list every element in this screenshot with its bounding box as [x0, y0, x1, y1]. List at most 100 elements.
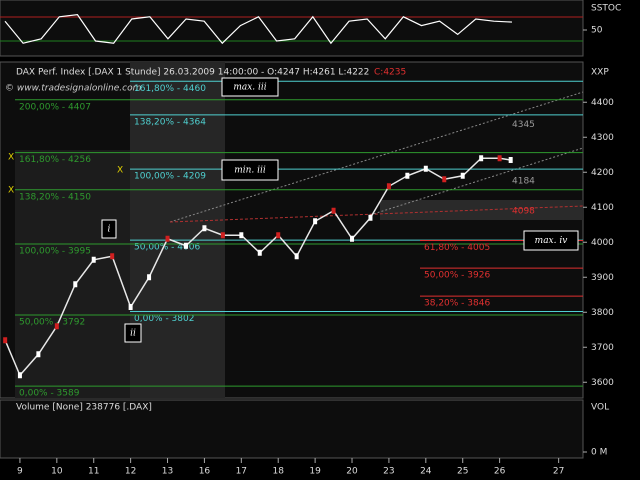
- annotation: ii: [130, 329, 136, 339]
- level-label: 161,80% - 4460: [134, 84, 206, 94]
- x-tick-label: 20: [346, 467, 358, 477]
- y-tick-label: 4100: [591, 203, 614, 213]
- volume-axis-name: VOL: [591, 403, 609, 413]
- level-label: 61,80% - 4005: [424, 243, 490, 253]
- price-candle: [91, 256, 96, 263]
- level-label: 138,20% - 4364: [134, 117, 206, 127]
- annotation-box: [221, 159, 279, 181]
- x-tick-label: 16: [199, 467, 211, 477]
- price-candle: [460, 172, 465, 179]
- x-tick-label: 11: [88, 467, 99, 477]
- price-candle: [220, 232, 225, 239]
- volume-panel: [0, 399, 584, 459]
- price-candle: [147, 274, 152, 281]
- annotation: min. iii: [234, 166, 266, 176]
- level-label: 138,20% - 4150: [19, 192, 91, 202]
- y-tick-label: 3900: [591, 273, 614, 283]
- price-candle: [497, 155, 502, 162]
- x-tick-label: 27: [553, 467, 564, 477]
- level-label: 161,80% - 4256: [19, 155, 91, 165]
- price-candle: [202, 225, 207, 232]
- stoch-tick-label: 50: [591, 26, 603, 36]
- level-label: 100,00% - 4209: [134, 172, 206, 182]
- price-candle: [17, 372, 22, 379]
- price-label: 4184: [512, 176, 535, 186]
- annotation-box: [101, 219, 117, 239]
- copyright: © www.tradesignalonline.com: [5, 84, 142, 94]
- price-candle: [128, 304, 133, 310]
- volume-tick-label: 0 M: [591, 448, 607, 458]
- level-label: 50,00% - 3792: [19, 318, 85, 328]
- trend-line: [169, 91, 584, 223]
- y-tick-label: 4000: [591, 238, 614, 248]
- annotation-box: [221, 77, 279, 97]
- marker: X: [8, 186, 14, 196]
- y-tick-label: 3700: [591, 343, 614, 353]
- price-candle: [508, 157, 513, 163]
- y-tick-label: 4200: [591, 168, 614, 178]
- level-label: 200,00% - 4407: [19, 102, 91, 112]
- stoch-label: SSTOC: [591, 4, 621, 14]
- level-label: 38,20% - 3846: [424, 299, 490, 309]
- x-tick-label: 26: [494, 467, 506, 477]
- x-tick-label: 17: [236, 467, 247, 477]
- price-candle: [294, 253, 299, 260]
- annotation: max. iii: [233, 83, 266, 93]
- x-tick-label: 12: [125, 467, 136, 477]
- x-tick-label: 23: [383, 467, 394, 477]
- price-candle: [3, 337, 8, 344]
- price-label: 4098: [512, 206, 535, 216]
- level-label: 50,00% - 4006: [134, 243, 200, 253]
- header-title: DAX Perf. Index [.DAX 1 Stunde] 26.03.20…: [16, 68, 369, 78]
- price-candle: [442, 176, 447, 183]
- x-tick-label: 18: [272, 467, 284, 477]
- x-tick-label: 13: [162, 467, 173, 477]
- stoch-line: [4, 13, 513, 45]
- y-tick-label: 4300: [591, 133, 614, 143]
- y-tick-label: 4400: [591, 98, 614, 108]
- level-label: 0,00% - 3802: [134, 314, 194, 324]
- trend-line: [369, 147, 584, 216]
- price-candle: [386, 183, 391, 190]
- price-label: 4345: [512, 120, 535, 130]
- annotation: max. iv: [535, 236, 568, 246]
- trend-line: [169, 205, 584, 223]
- price-candle: [257, 249, 262, 256]
- y-tick-label: 3600: [591, 378, 614, 388]
- volume-label: Volume [None] 238776 [.DAX]: [16, 403, 152, 413]
- price-candle: [423, 165, 428, 172]
- y-tick-label: 3800: [591, 308, 614, 318]
- annotation-box: [523, 230, 579, 251]
- price-candle: [276, 232, 281, 239]
- level-label: 50,00% - 3926: [424, 271, 490, 281]
- header-close: C:4235: [374, 68, 406, 78]
- price-candle: [313, 218, 318, 225]
- price-candle: [405, 172, 410, 179]
- price-candle: [350, 235, 355, 242]
- price-candle: [54, 323, 59, 330]
- x-tick-label: 24: [420, 467, 432, 477]
- price-candle: [331, 207, 336, 214]
- x-tick-label: 19: [309, 467, 321, 477]
- level-label: 100,00% - 3995: [19, 247, 91, 257]
- stoch-panel: [0, 0, 584, 57]
- shade-region: [15, 150, 130, 398]
- price-candle: [183, 242, 188, 249]
- price-candle: [479, 155, 484, 162]
- price-candle: [36, 351, 41, 358]
- level-label: 0,00% - 3589: [19, 389, 80, 399]
- marker: X: [117, 166, 123, 176]
- axis-name: XXP: [591, 68, 609, 78]
- price-candle: [110, 253, 115, 260]
- price-candle: [239, 232, 244, 239]
- annotation-box: [124, 323, 142, 343]
- x-tick-label: 25: [457, 467, 468, 477]
- annotation: i: [108, 225, 111, 235]
- x-tick-label: 10: [51, 467, 63, 477]
- marker: X: [8, 153, 14, 163]
- price-candle: [368, 214, 373, 221]
- price-candle: [73, 281, 78, 288]
- price-candle: [165, 235, 170, 242]
- x-tick-label: 9: [17, 467, 23, 477]
